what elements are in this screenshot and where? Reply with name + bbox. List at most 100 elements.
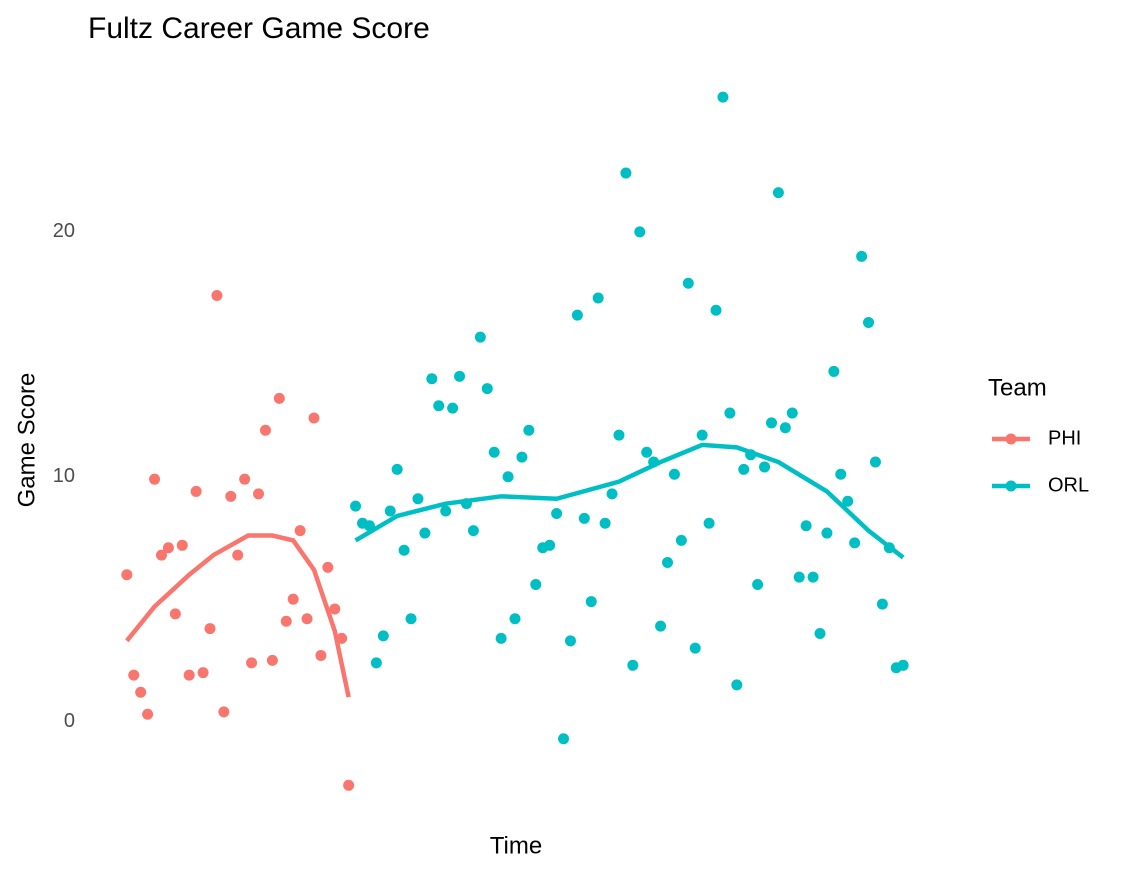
point xyxy=(266,654,278,666)
point xyxy=(495,632,507,644)
point xyxy=(294,525,306,537)
point xyxy=(350,500,362,512)
point xyxy=(190,485,202,497)
point xyxy=(197,667,209,679)
point xyxy=(897,659,909,671)
legend-title: Team xyxy=(988,374,1047,401)
point xyxy=(613,429,625,441)
chart-title: Fultz Career Game Score xyxy=(88,12,430,45)
point xyxy=(523,424,535,436)
point xyxy=(835,468,847,480)
point xyxy=(564,635,576,647)
point xyxy=(710,304,722,316)
point xyxy=(481,383,493,395)
legend-dot xyxy=(1005,480,1017,492)
point xyxy=(585,596,597,608)
point xyxy=(211,290,223,302)
point xyxy=(135,686,147,698)
point xyxy=(454,370,466,382)
point xyxy=(571,309,583,321)
point xyxy=(343,779,355,791)
point xyxy=(620,167,632,179)
point xyxy=(724,407,736,419)
legend-label: PHI xyxy=(1048,427,1081,449)
point xyxy=(779,422,791,434)
point xyxy=(551,507,563,519)
point xyxy=(842,495,854,507)
point xyxy=(634,226,646,238)
point xyxy=(765,417,777,429)
point xyxy=(155,549,167,561)
point xyxy=(516,451,528,463)
point xyxy=(232,549,244,561)
point xyxy=(759,461,771,473)
point xyxy=(856,250,868,262)
point xyxy=(675,534,687,546)
point xyxy=(169,608,181,620)
point xyxy=(800,520,812,532)
point xyxy=(239,473,251,485)
point xyxy=(121,569,133,581)
point xyxy=(786,407,798,419)
point xyxy=(377,630,389,642)
point xyxy=(412,493,424,505)
point xyxy=(641,446,653,458)
smooth-line xyxy=(354,442,905,560)
point xyxy=(329,603,341,615)
point xyxy=(682,277,694,289)
point xyxy=(246,657,258,669)
point xyxy=(315,650,327,662)
point xyxy=(876,598,888,610)
y-axis-label: Game Score xyxy=(13,373,40,508)
point xyxy=(391,463,403,475)
point xyxy=(280,615,292,627)
point xyxy=(467,525,479,537)
point xyxy=(752,578,764,590)
point xyxy=(558,733,570,745)
point xyxy=(259,424,271,436)
point xyxy=(703,517,715,529)
point xyxy=(544,539,556,551)
point xyxy=(731,679,743,691)
point xyxy=(183,669,195,681)
point xyxy=(807,571,819,583)
point xyxy=(696,429,708,441)
point xyxy=(474,331,486,343)
point xyxy=(419,527,431,539)
point xyxy=(655,620,667,632)
point xyxy=(308,412,320,424)
point xyxy=(578,512,590,524)
point xyxy=(426,373,438,385)
point xyxy=(530,578,542,590)
point xyxy=(433,400,445,412)
point xyxy=(488,446,500,458)
point xyxy=(599,517,611,529)
point xyxy=(273,392,285,404)
point xyxy=(322,561,334,573)
point xyxy=(218,706,230,718)
y-tick-label: 20 xyxy=(53,220,75,242)
point xyxy=(717,91,729,103)
point xyxy=(398,544,410,556)
point xyxy=(849,537,861,549)
point xyxy=(793,571,805,583)
point xyxy=(738,463,750,475)
point xyxy=(828,365,840,377)
y-tick-label: 10 xyxy=(53,465,75,487)
point xyxy=(447,402,459,414)
point xyxy=(592,292,604,304)
point xyxy=(370,657,382,669)
point xyxy=(662,556,673,568)
point xyxy=(627,659,639,671)
point xyxy=(253,488,265,500)
legend-dot xyxy=(1005,433,1017,445)
point xyxy=(814,627,826,639)
point xyxy=(502,471,514,483)
y-tick-label: 0 xyxy=(64,710,75,732)
x-axis-label: Time xyxy=(490,832,542,859)
point xyxy=(384,505,396,517)
point xyxy=(176,539,188,551)
point xyxy=(128,669,140,681)
